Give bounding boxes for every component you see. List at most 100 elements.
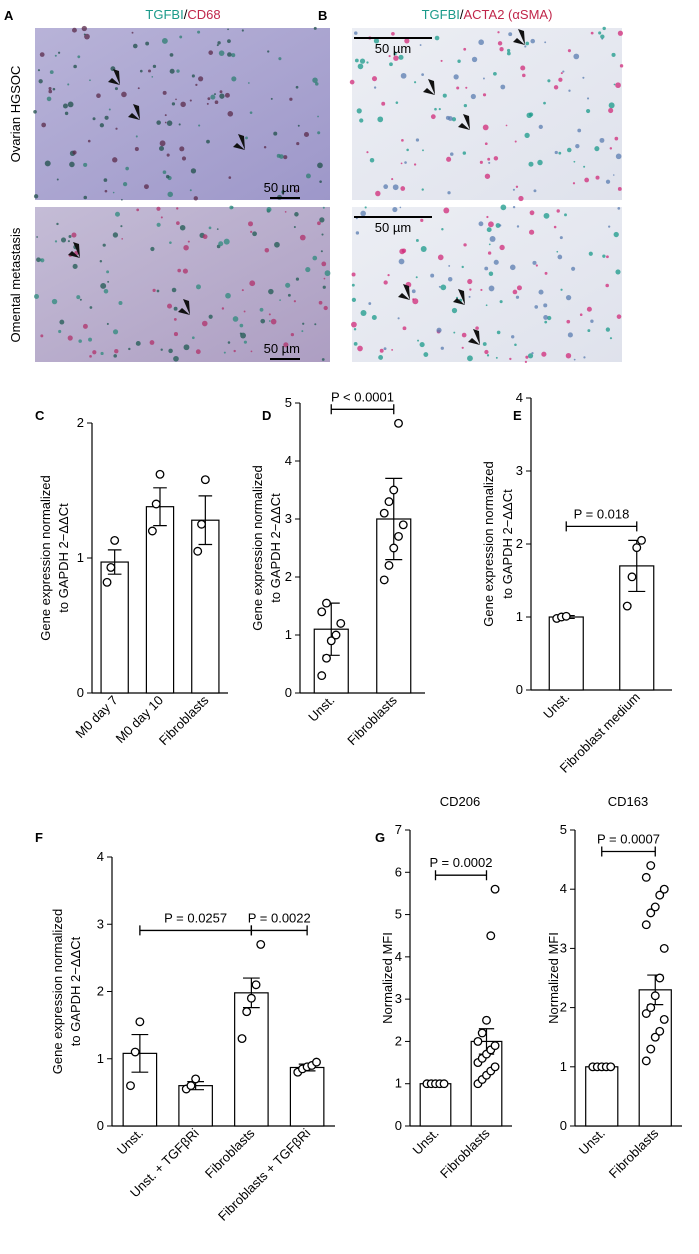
stain-dot: [103, 288, 109, 294]
stain-dot: [319, 217, 325, 223]
y-tick-label: 2: [77, 415, 84, 430]
stain-dot: [225, 292, 231, 299]
stain-dot: [366, 61, 369, 64]
arrow: [398, 284, 410, 300]
y-tick-label: 5: [395, 907, 402, 922]
stain-dot: [149, 340, 155, 345]
stain-dot: [463, 243, 467, 247]
stain-dot: [285, 282, 291, 288]
data-point: [606, 1062, 616, 1072]
data-point: [398, 520, 408, 530]
stain-dot: [566, 319, 571, 324]
stain-dot: [299, 234, 306, 241]
stain-dot: [231, 76, 237, 82]
title-part: /: [184, 7, 188, 22]
stain-dot: [462, 151, 467, 155]
data-point: [646, 1003, 656, 1013]
data-point: [641, 872, 651, 882]
stain-dot: [497, 41, 503, 46]
y-tick-label: 4: [285, 453, 292, 468]
stain-dot: [132, 43, 138, 49]
stain-dot: [588, 251, 593, 256]
stain-dot: [82, 323, 88, 329]
stain-dot: [232, 316, 239, 322]
stain-dot: [514, 140, 517, 143]
data-point: [155, 469, 165, 479]
stain-dot: [617, 187, 622, 191]
stain-dot: [148, 69, 151, 73]
stain-dot: [112, 232, 119, 238]
stain-dot: [270, 97, 273, 100]
stain-dot: [353, 342, 358, 346]
stain-dot: [400, 72, 407, 79]
p-value: P = 0.0007: [597, 832, 660, 847]
stain-dot: [118, 301, 123, 306]
stain-dot: [195, 284, 201, 290]
stain-dot: [317, 221, 321, 226]
stain-dot: [81, 25, 87, 32]
stain-dot: [201, 320, 208, 327]
stain-dot: [461, 346, 464, 349]
stain-dot: [125, 166, 129, 171]
stain-dot: [281, 190, 285, 194]
scale-label: 50 µm: [264, 341, 300, 356]
y-tick-label: 3: [560, 940, 567, 955]
stain-dot: [469, 288, 472, 291]
stain-dot: [88, 337, 93, 342]
data-point: [394, 418, 403, 428]
stain-dot: [389, 62, 393, 67]
panel-letter: F: [35, 830, 43, 845]
stain-dot: [151, 76, 154, 78]
stain-dot: [484, 142, 488, 146]
stain-dot: [273, 131, 278, 136]
stain-dot: [216, 228, 219, 230]
stain-dot: [164, 121, 167, 124]
stain-dot: [354, 31, 358, 35]
stain-dot: [544, 320, 548, 324]
arrow: [128, 104, 140, 120]
stain-dot: [223, 238, 230, 245]
stain-dot: [39, 258, 42, 261]
y-tick-label: 1: [516, 609, 523, 624]
stain-dot: [239, 323, 244, 328]
stain-dot: [263, 145, 267, 149]
stain-dot: [351, 283, 355, 287]
stain-dot: [76, 295, 81, 300]
x-tick-label: Fibroblasts: [344, 692, 400, 748]
stain-dot: [206, 102, 209, 105]
stain-dot: [602, 254, 606, 258]
stain-dot: [59, 319, 65, 325]
stain-dot: [36, 236, 39, 238]
data-point: [126, 1081, 135, 1091]
stain-dot: [99, 123, 105, 128]
stain-dot: [166, 120, 173, 126]
stain-dot: [398, 258, 405, 265]
stain-dot: [497, 31, 500, 34]
stain-dot: [191, 336, 195, 340]
stain-dot: [438, 285, 441, 288]
stain-dot: [577, 128, 582, 133]
arrow: [458, 114, 470, 130]
stain-dot: [617, 30, 623, 36]
stain-dot: [594, 146, 600, 152]
stain-dot: [135, 135, 138, 138]
stain-dot: [499, 47, 504, 52]
y-tick-label: 5: [285, 395, 292, 410]
stain-dot: [67, 101, 74, 108]
stain-dot: [156, 222, 161, 227]
stain-dot: [296, 141, 300, 146]
stain-dot: [160, 216, 163, 219]
data-point: [394, 531, 403, 541]
stain-dot: [114, 348, 119, 354]
x-tick-label: Fibroblasts: [606, 1125, 662, 1181]
stain-dot: [71, 232, 77, 238]
stain-dot: [359, 58, 366, 64]
stain-dot: [544, 41, 547, 44]
stain-dot: [248, 221, 254, 227]
stain-dot: [195, 349, 201, 355]
stain-dot: [87, 139, 91, 143]
y-tick-label: 2: [285, 569, 292, 584]
stain-dot: [524, 45, 527, 48]
stain-dot: [249, 280, 256, 287]
stain-dot: [279, 299, 281, 301]
